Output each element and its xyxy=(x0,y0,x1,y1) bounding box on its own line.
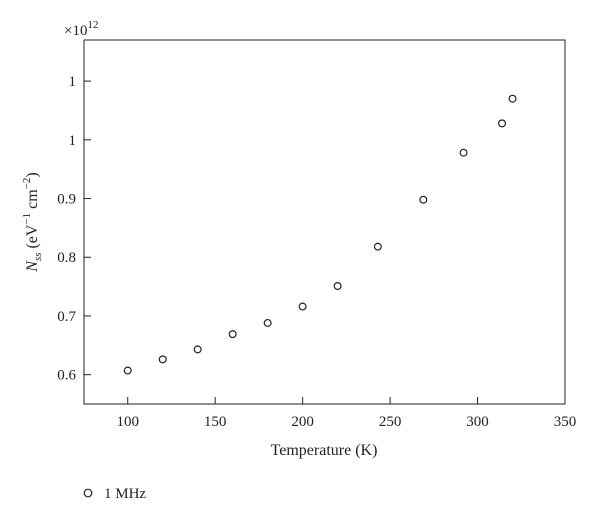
x-tick-label: 250 xyxy=(379,414,402,430)
data-point xyxy=(508,94,517,103)
plot-frame xyxy=(83,39,566,405)
x-tick-label: 350 xyxy=(554,414,577,430)
data-point xyxy=(498,119,507,128)
x-tick-label: 300 xyxy=(466,414,489,430)
legend-label: 1 MHz xyxy=(104,486,146,502)
y-tick-label: 1 xyxy=(69,74,77,90)
legend: 1 MHz xyxy=(83,486,146,502)
data-point xyxy=(333,281,342,290)
x-tick-label: 150 xyxy=(204,414,227,430)
data-point xyxy=(228,330,237,339)
y-axis-label: Nss (eV−1 cm−2) xyxy=(21,172,44,273)
y-tick-label: 0.6 xyxy=(57,368,76,384)
data-point xyxy=(263,318,272,327)
legend-marker xyxy=(83,488,93,498)
y-tick-label: 0.8 xyxy=(57,250,76,266)
x-axis: 100 150 200 250 300 350 xyxy=(116,397,576,430)
x-tick-label: 100 xyxy=(116,414,139,430)
x-axis-label: Temperature (K) xyxy=(271,442,378,459)
data-point xyxy=(123,366,132,375)
data-point xyxy=(158,355,167,364)
x-tick-label: 200 xyxy=(291,414,314,430)
y-tick-label: 0.7 xyxy=(57,309,76,325)
data-point xyxy=(419,195,428,204)
data-point xyxy=(373,242,382,251)
y-axis: 0.6 0.7 0.8 0.9 1 1 xyxy=(57,74,91,384)
data-points xyxy=(123,94,517,375)
data-point xyxy=(193,345,202,354)
y-axis-multiplier: ×1012 xyxy=(64,19,98,39)
y-tick-label: 1 xyxy=(69,133,77,149)
data-point xyxy=(459,148,468,157)
y-tick-label: 0.9 xyxy=(57,192,76,208)
data-point xyxy=(298,302,307,311)
